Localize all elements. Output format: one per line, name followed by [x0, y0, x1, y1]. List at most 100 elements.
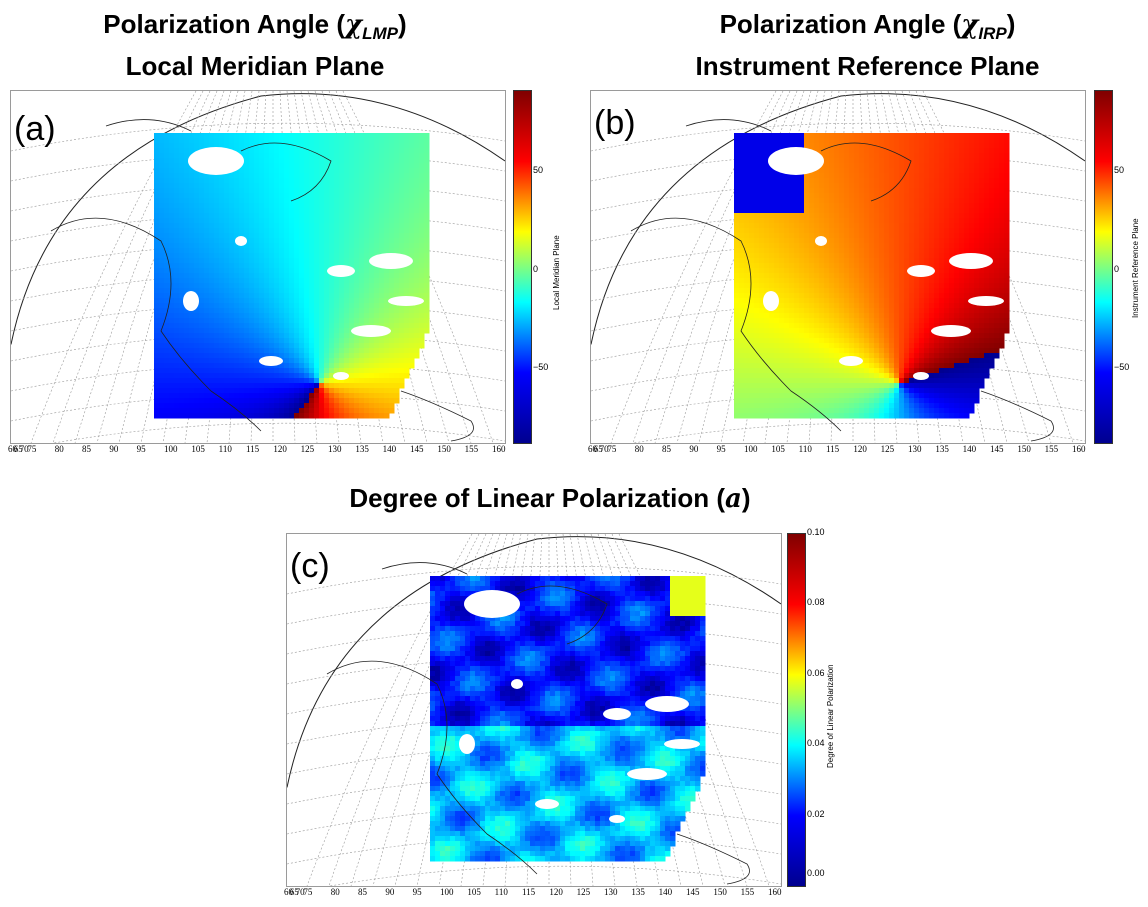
- longitude-label: 155: [1044, 444, 1059, 454]
- longitude-label: 145: [686, 887, 700, 897]
- longitude-label: 110: [218, 444, 232, 454]
- colorbar-tick: 0.02: [807, 808, 825, 819]
- longitude-label: 85: [358, 887, 368, 897]
- longitude-label: 85: [82, 444, 92, 454]
- colorbar-tick: −50: [1114, 362, 1130, 373]
- longitude-label: 60: [588, 444, 597, 454]
- longitude-label: 140: [382, 444, 397, 454]
- colorbar-c-label: Degree of Linear Polarization: [826, 664, 835, 768]
- longitude-label: 95: [716, 444, 726, 454]
- colorbar-tick: 0.00: [807, 868, 825, 879]
- longitude-label: 115: [522, 887, 536, 897]
- longitude-label: 135: [631, 887, 645, 897]
- colorbar-tick: 0.04: [807, 738, 825, 749]
- longitude-label: 150: [713, 887, 727, 897]
- panel-c-letter: (c): [290, 547, 330, 585]
- colorbar-tick: 0.06: [807, 667, 825, 678]
- longitude-label: 120: [273, 444, 287, 454]
- longitude-label: 60: [284, 887, 293, 897]
- panel-b-title-line2: Instrument Reference Plane: [695, 51, 1040, 82]
- longitude-label: 120: [853, 444, 867, 454]
- longitude-label: 130: [604, 887, 618, 897]
- colorbar-c: [787, 533, 806, 887]
- colorbar-a: [513, 90, 532, 444]
- data-swath: [734, 133, 1010, 419]
- coastlines: [50, 119, 474, 442]
- longitude-label: 90: [385, 887, 395, 897]
- panel-c-title: Degree of Linear Polarization (a): [250, 482, 850, 516]
- longitude-label: 110: [798, 444, 812, 454]
- longitude-label: 155: [464, 444, 479, 454]
- longitude-label: 75: [303, 887, 313, 897]
- longitude-label: 95: [412, 887, 422, 897]
- panel-b-title-line1: Polarization Angle (χIRP): [719, 9, 1016, 44]
- longitude-label: 125: [880, 444, 895, 454]
- panel-b-letter: (b): [594, 104, 636, 142]
- colorbar-tick: −50: [533, 362, 549, 373]
- longitude-label: 160: [1072, 444, 1086, 454]
- longitude-label: 125: [576, 887, 591, 897]
- longitude-label: 130: [328, 444, 342, 454]
- longitude-label: 100: [744, 444, 758, 454]
- longitude-label: 130: [908, 444, 922, 454]
- longitude-label: 100: [440, 887, 454, 897]
- longitude-label: 150: [437, 444, 451, 454]
- panel-b-title: Polarization Angle (χIRP) Instrument Ref…: [615, 8, 1120, 83]
- colorbar-tick: 50: [533, 164, 544, 175]
- longitude-label: 105: [191, 444, 205, 454]
- longitude-label: 60: [8, 444, 17, 454]
- panel-a-title-line2: Local Meridian Plane: [125, 51, 385, 82]
- colorbar-tick: 0: [533, 263, 539, 274]
- longitude-label: 135: [355, 444, 369, 454]
- longitude-label: 65: [13, 444, 23, 454]
- longitude-label: 70: [295, 887, 305, 897]
- longitude-label: 155: [740, 887, 755, 897]
- panel-a-title-line1: Polarization Angle (χLMP): [103, 9, 407, 44]
- longitude-label: 140: [962, 444, 977, 454]
- map-panel-a: [10, 90, 506, 444]
- longitude-label: 160: [492, 444, 506, 454]
- longitude-label: 95: [136, 444, 146, 454]
- panel-c-title-line1: Degree of Linear Polarization (a): [349, 483, 751, 514]
- coastlines: [326, 562, 750, 885]
- longitude-label: 105: [467, 887, 481, 897]
- colorbar-tick: 0: [1114, 263, 1120, 274]
- longitude-label: 80: [330, 887, 340, 897]
- map-panel-b: [590, 90, 1086, 444]
- cloud-gaps: [183, 147, 424, 380]
- data-swath: [430, 576, 706, 862]
- longitude-label: 115: [826, 444, 840, 454]
- longitude-label: 65: [289, 887, 299, 897]
- cloud-gaps: [763, 147, 1004, 380]
- coastlines: [630, 119, 1054, 442]
- colorbar-tick: 50: [1114, 164, 1125, 175]
- cloud-gaps: [459, 590, 700, 823]
- longitude-label: 135: [935, 444, 949, 454]
- longitude-label: 145: [990, 444, 1004, 454]
- longitude-label: 80: [634, 444, 644, 454]
- longitude-label: 80: [54, 444, 64, 454]
- colorbar-a-label: Local Meridian Plane: [552, 235, 561, 310]
- longitude-label: 90: [109, 444, 119, 454]
- colorbar-b-label: Instrument Reference Plane: [1131, 218, 1140, 318]
- longitude-label: 70: [599, 444, 609, 454]
- longitude-label: 150: [1017, 444, 1031, 454]
- longitude-label: 105: [771, 444, 785, 454]
- longitude-label: 145: [410, 444, 424, 454]
- longitude-label: 100: [164, 444, 178, 454]
- panel-a-letter: (a): [14, 110, 56, 148]
- map-panel-c: [286, 533, 782, 887]
- colorbar-tick: 0.10: [807, 527, 825, 537]
- map-a-canvas: [11, 91, 505, 443]
- longitude-label: 75: [27, 444, 37, 454]
- longitude-label: 140: [658, 887, 673, 897]
- longitude-label: 70: [19, 444, 29, 454]
- longitude-label: 110: [494, 887, 508, 897]
- longitude-label: 125: [300, 444, 315, 454]
- longitude-label: 115: [246, 444, 260, 454]
- longitude-label: 85: [662, 444, 672, 454]
- longitude-label: 75: [607, 444, 617, 454]
- longitude-label: 120: [549, 887, 563, 897]
- colorbar-tick: 0.08: [807, 597, 825, 608]
- panel-a-title: Polarization Angle (χLMP) Local Meridian…: [40, 8, 470, 83]
